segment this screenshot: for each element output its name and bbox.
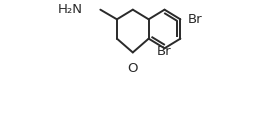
Text: O: O	[128, 62, 138, 75]
Text: Br: Br	[187, 13, 202, 26]
Text: H₂N: H₂N	[58, 3, 82, 16]
Text: Br: Br	[157, 45, 172, 58]
